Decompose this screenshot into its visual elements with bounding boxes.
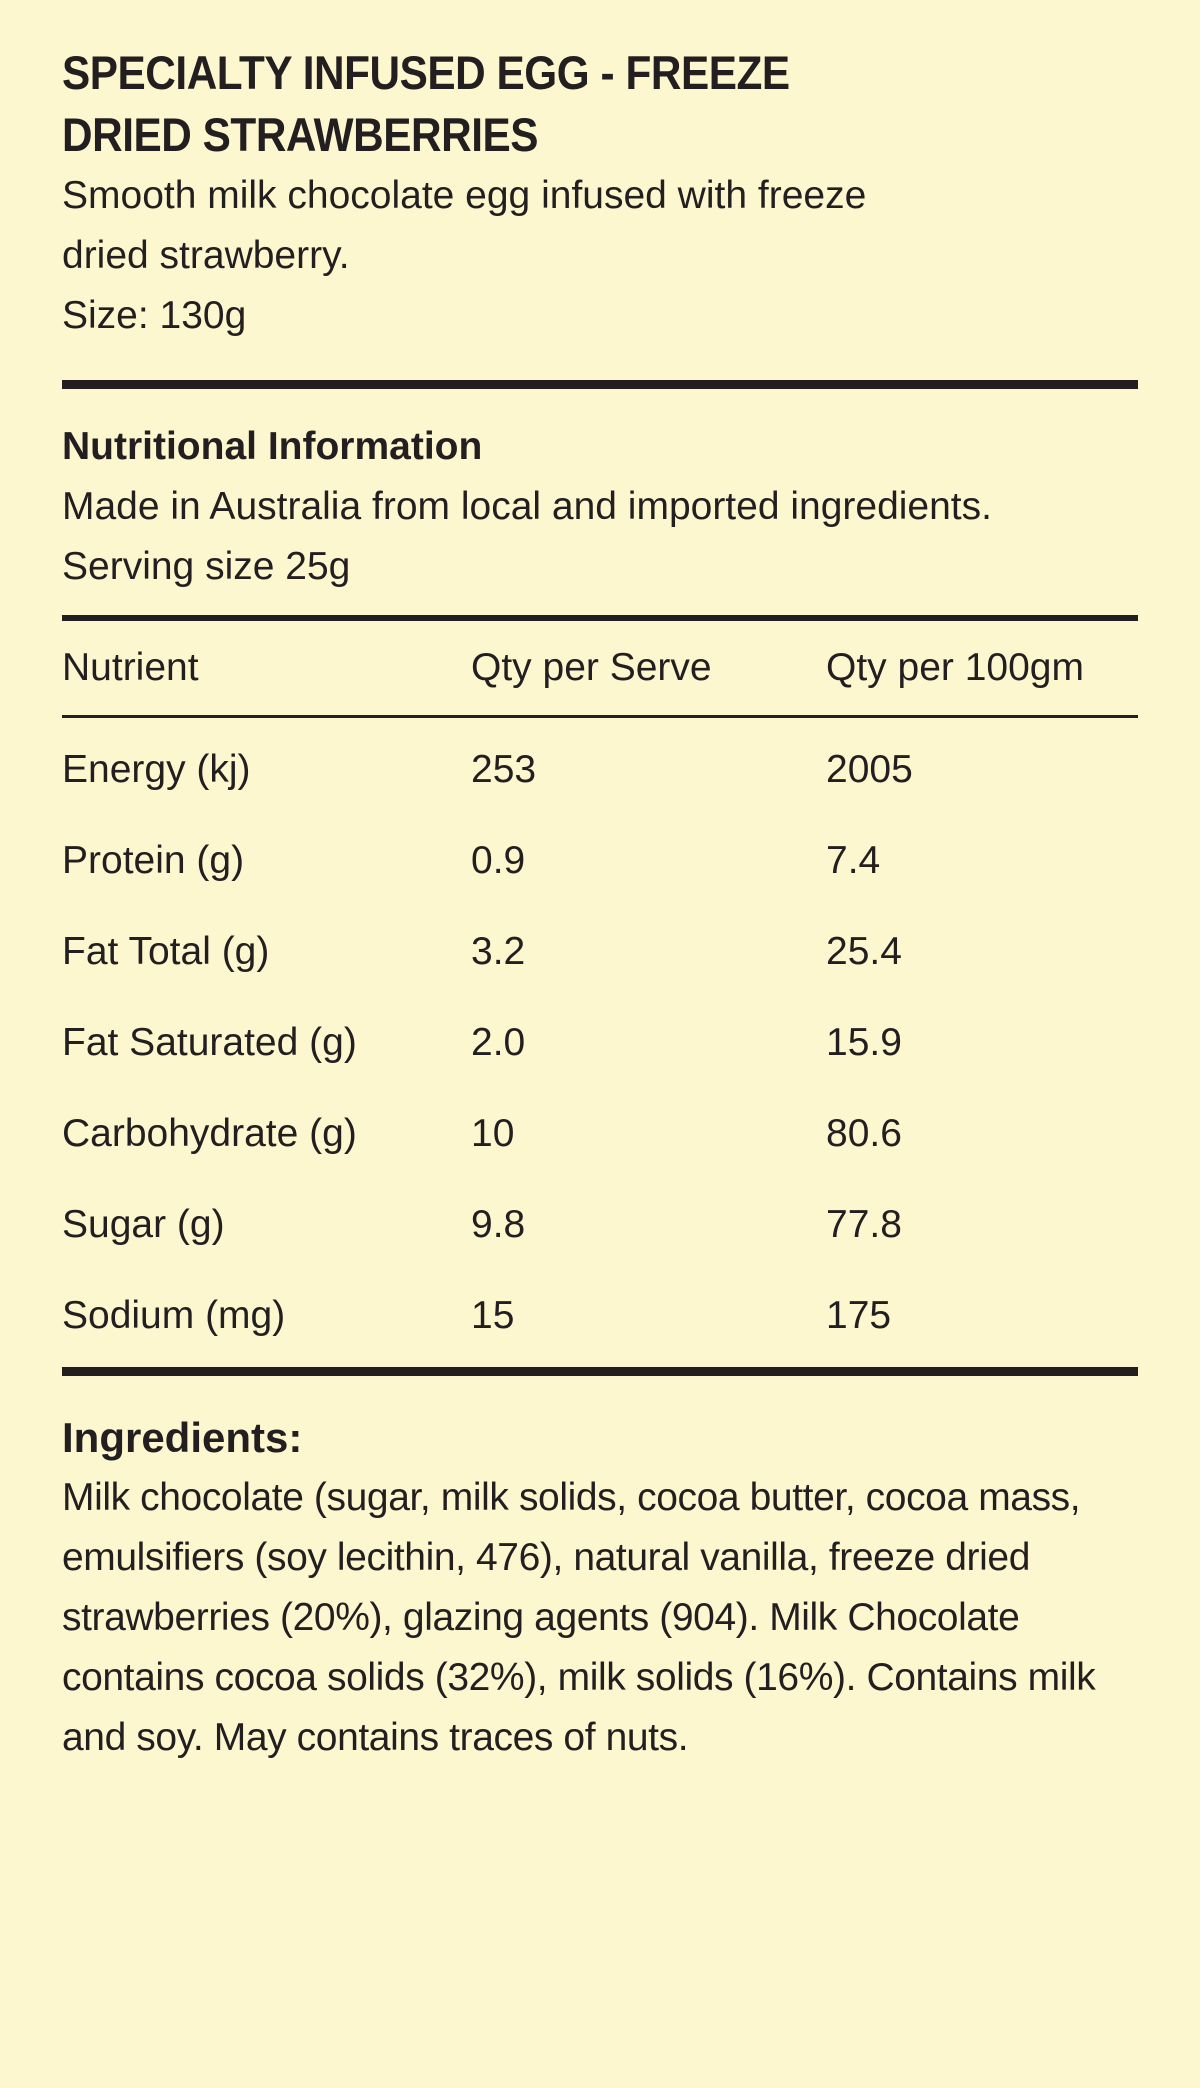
header-nutrient: Nutrient xyxy=(62,621,471,718)
product-description: Smooth milk chocolate egg infused with f… xyxy=(62,174,867,277)
qty-per-100: 80.6 xyxy=(826,1111,902,1155)
product-description-block: Smooth milk chocolate egg infused with f… xyxy=(62,166,1022,346)
nutrient-name: Fat Saturated (g) xyxy=(62,1020,357,1064)
nutrition-origin: Made in Australia from local and importe… xyxy=(62,485,992,528)
table-row: Energy (kj) 253 2005 xyxy=(62,717,1138,816)
nutrition-heading: Nutritional Information xyxy=(62,425,483,468)
qty-per-100: 2005 xyxy=(826,747,913,791)
table-row: Fat Saturated (g) 2.0 15.9 xyxy=(62,997,1138,1088)
product-title: SPECIALTY INFUSED EGG - FREEZE DRIED STR… xyxy=(62,46,790,161)
header-per-serve: Qty per Serve xyxy=(471,621,826,718)
table-row: Sugar (g) 9.8 77.8 xyxy=(62,1179,1138,1270)
nutrition-table: Nutrient Qty per Serve Qty per 100gm Ene… xyxy=(62,621,1138,1361)
nutrient-name: Fat Total (g) xyxy=(62,929,270,973)
qty-per-100: 7.4 xyxy=(826,838,881,882)
qty-per-serve: 3.2 xyxy=(471,929,526,973)
table-row: Protein (g) 0.9 7.4 xyxy=(62,815,1138,906)
qty-per-100: 77.8 xyxy=(826,1202,902,1246)
product-label: SPECIALTY INFUSED EGG - FREEZE DRIED STR… xyxy=(62,42,1138,1768)
qty-per-serve: 15 xyxy=(471,1293,515,1337)
divider xyxy=(62,380,1138,389)
nutrition-table-header: Nutrient Qty per Serve Qty per 100gm xyxy=(62,621,1138,718)
product-size: Size: 130g xyxy=(62,294,247,337)
qty-per-serve: 253 xyxy=(471,747,537,791)
header-per-100: Qty per 100gm xyxy=(826,621,1138,718)
qty-per-100: 25.4 xyxy=(826,929,902,973)
qty-per-serve: 9.8 xyxy=(471,1202,526,1246)
serving-size: Serving size 25g xyxy=(62,545,351,588)
nutrient-name: Carbohydrate (g) xyxy=(62,1111,357,1155)
nutrient-name: Energy (kj) xyxy=(62,747,251,791)
nutrient-name: Sodium (mg) xyxy=(62,1293,286,1337)
table-row: Sodium (mg) 15 175 xyxy=(62,1270,1138,1361)
qty-per-100: 15.9 xyxy=(826,1020,902,1064)
qty-per-serve: 10 xyxy=(471,1111,515,1155)
ingredients-heading: Ingredients: xyxy=(62,1414,303,1461)
table-row: Carbohydrate (g) 10 80.6 xyxy=(62,1088,1138,1179)
qty-per-serve: 0.9 xyxy=(471,838,526,882)
divider xyxy=(62,1367,1138,1376)
qty-per-100: 175 xyxy=(826,1293,892,1337)
table-row: Fat Total (g) 3.2 25.4 xyxy=(62,906,1138,997)
nutrient-name: Protein (g) xyxy=(62,838,245,882)
nutrient-name: Sugar (g) xyxy=(62,1202,225,1246)
qty-per-serve: 2.0 xyxy=(471,1020,526,1064)
divider xyxy=(62,615,1138,621)
ingredients-text: Milk chocolate (sugar, milk solids, coco… xyxy=(62,1476,1096,1759)
